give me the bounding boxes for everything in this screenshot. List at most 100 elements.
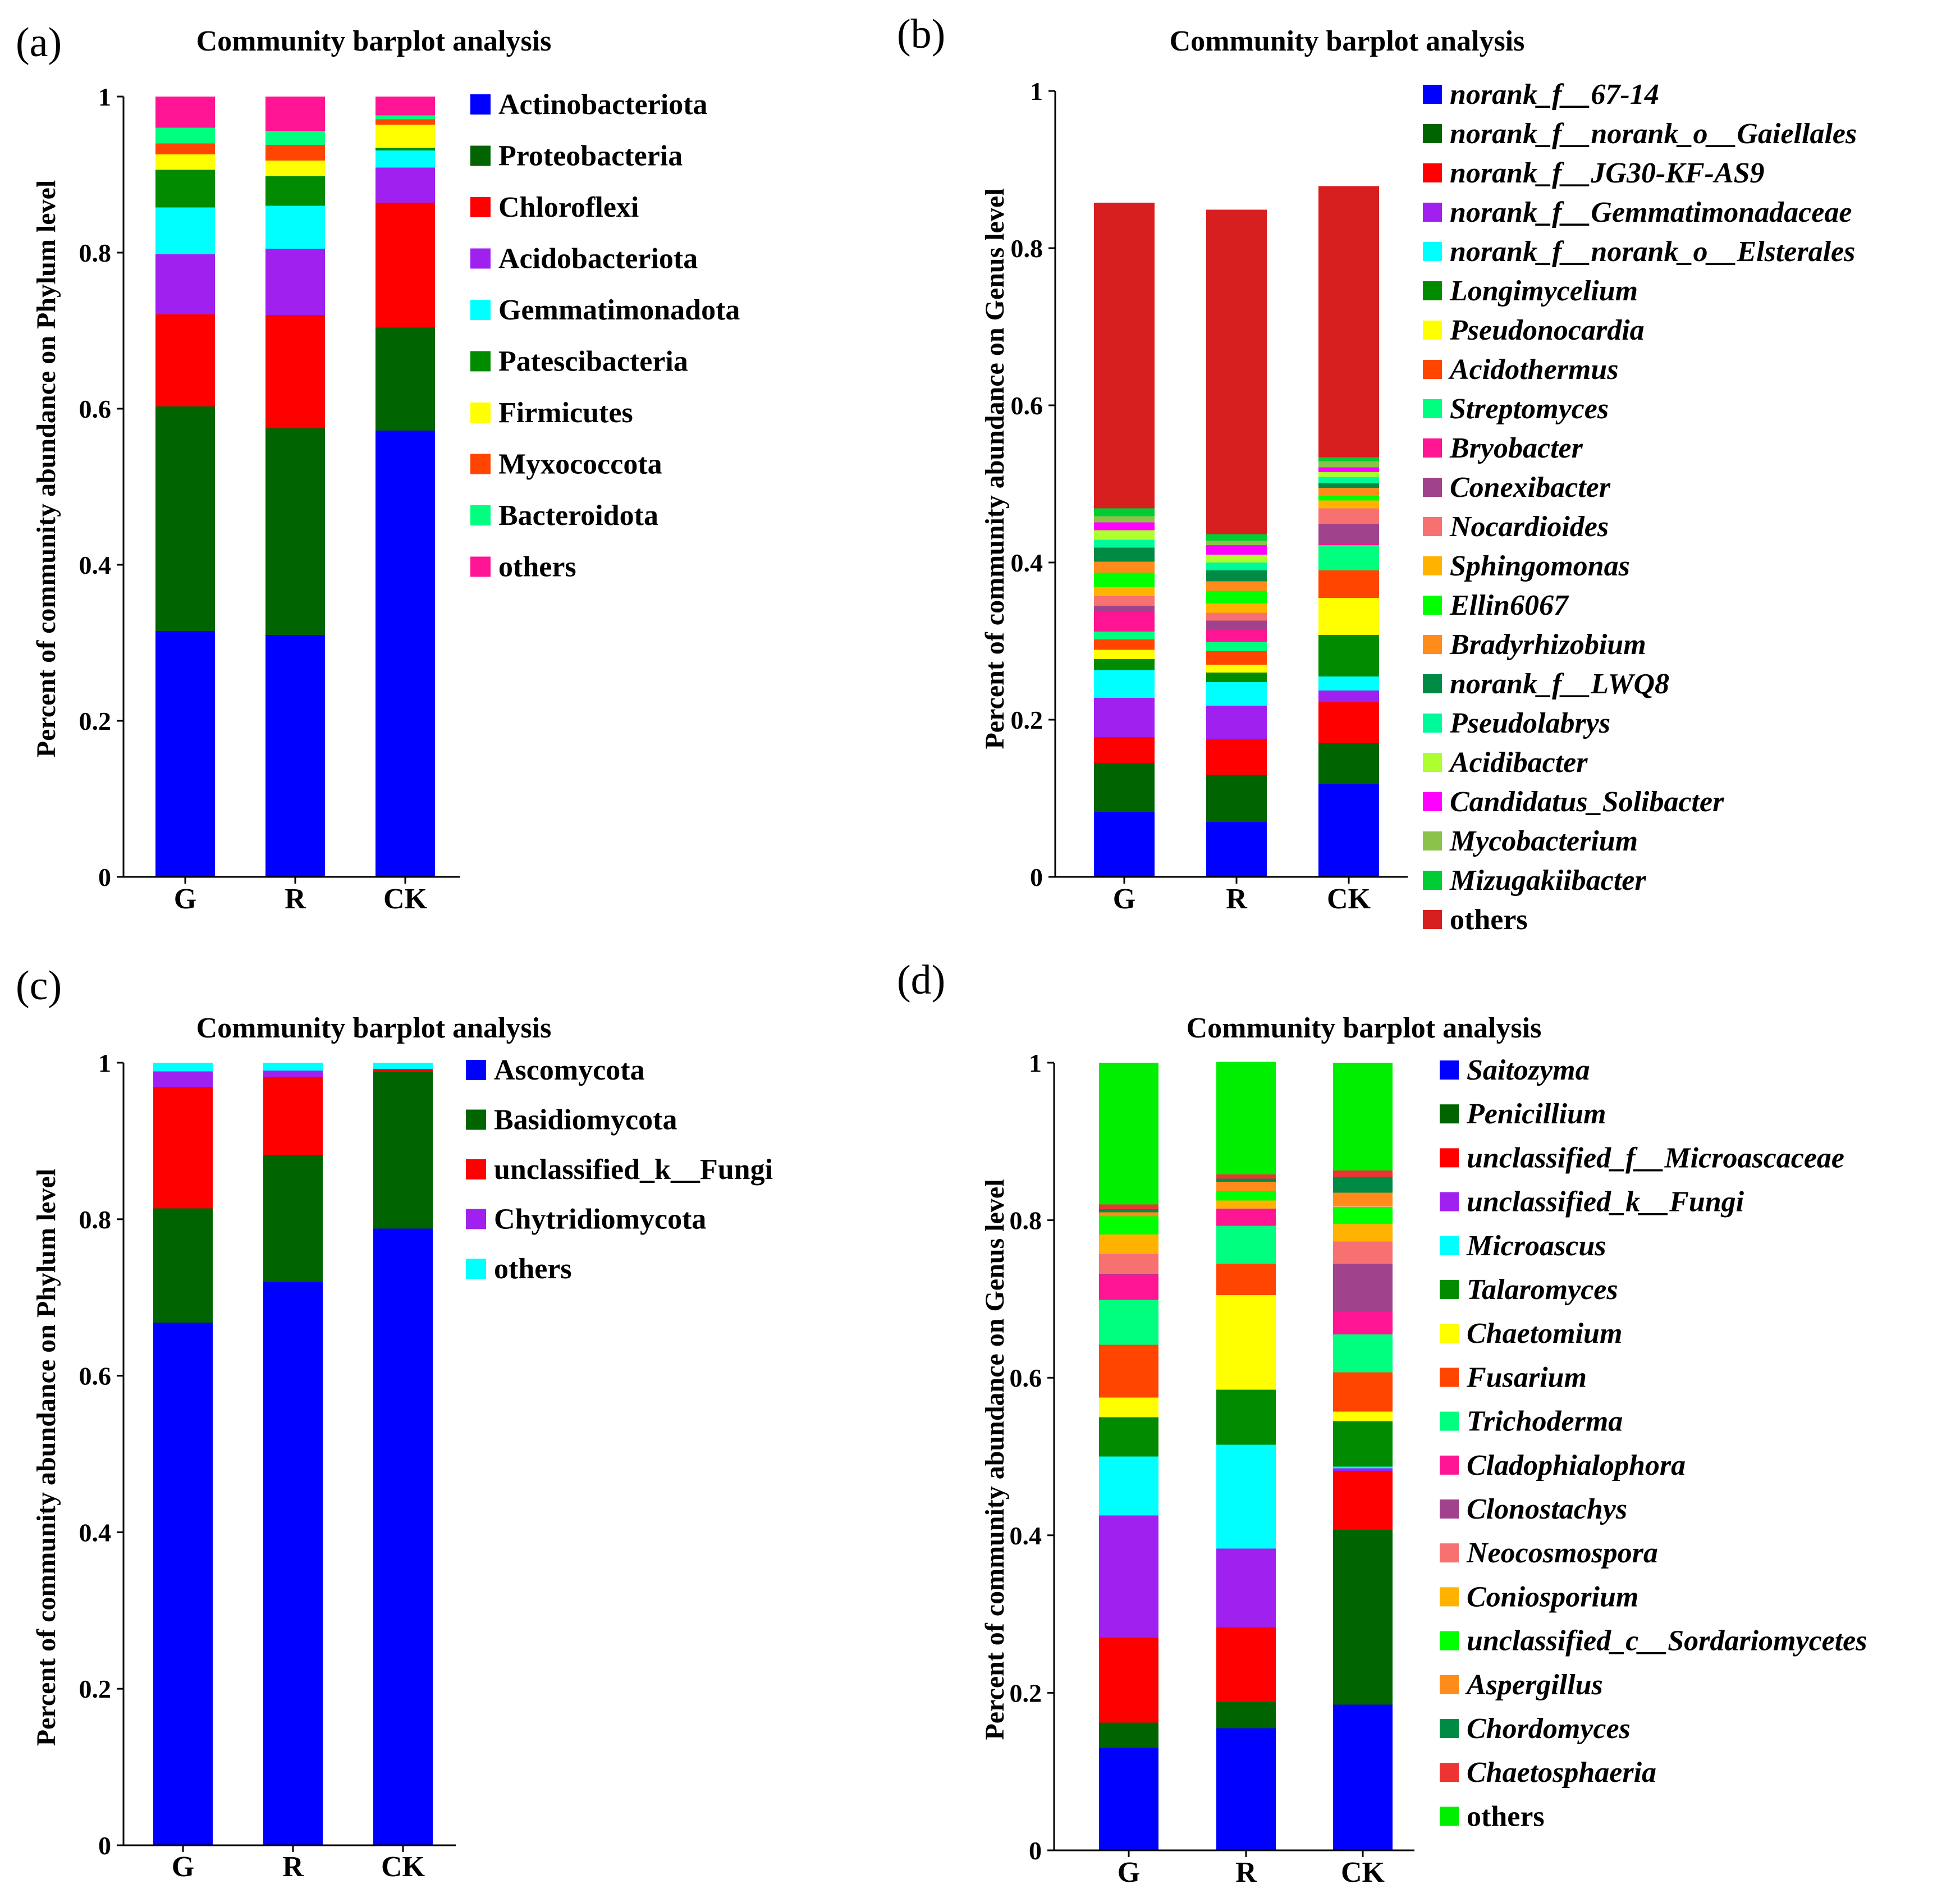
bar-segment-ck-proteobacteria bbox=[375, 327, 435, 431]
bar-segment-g-candidatus-solibacter bbox=[1094, 522, 1155, 531]
bar-segment-ck-cladophialophora bbox=[1333, 1310, 1393, 1335]
legend-label-unclassified-c-sordariomycetes: unclassified_c__Sordariomycetes bbox=[1467, 1625, 1867, 1657]
bar-segment-g-pseudolabrys bbox=[1094, 539, 1155, 548]
bar-segment-g-unclassified-k-fungi bbox=[153, 1087, 213, 1209]
bar-segment-ck-unclassified-c-sordariomycetes bbox=[1333, 1206, 1393, 1224]
legend-label-ascomycota: Ascomycota bbox=[494, 1054, 645, 1086]
legend-swatch-saitozyma bbox=[1440, 1060, 1459, 1080]
bar-segment-g-chaetosphaeria bbox=[1099, 1204, 1158, 1209]
y-tick-label: 0.2 bbox=[79, 1675, 112, 1703]
panel-a-title: Community barplot analysis bbox=[196, 25, 552, 57]
bar-segment-g-cladophialophora bbox=[1099, 1274, 1158, 1300]
x-category-label-r: R bbox=[282, 1851, 304, 1883]
legend-label-chordomyces: Chordomyces bbox=[1467, 1713, 1631, 1745]
x-category-label-ck: CK bbox=[1327, 883, 1371, 915]
bar-segment-ck-clonostachys bbox=[1333, 1263, 1393, 1311]
legend-swatch-norank-f-lwq8 bbox=[1423, 674, 1442, 693]
bar-segment-r-conexibacter bbox=[1206, 620, 1267, 630]
bar-segment-g-mizugakiibacter bbox=[1094, 508, 1155, 516]
bar-segment-ck-norank-f-67-14 bbox=[1318, 784, 1379, 877]
bar-segment-r-acidothermus bbox=[1206, 651, 1267, 665]
legend-label-penicillium: Penicillium bbox=[1466, 1098, 1606, 1130]
y-tick-label: 0.2 bbox=[1010, 1679, 1042, 1707]
legend-label-mycobacterium: Mycobacterium bbox=[1449, 825, 1638, 857]
bar-segment-g-gemmatimonadota bbox=[155, 207, 215, 254]
bar-segment-g-basidiomycota bbox=[153, 1208, 213, 1323]
bar-segment-g-microascus bbox=[1099, 1456, 1158, 1516]
x-category-label-g: G bbox=[1113, 883, 1135, 915]
legend-label-gemmatimonadota: Gemmatimonadota bbox=[498, 294, 740, 326]
legend-swatch-ascomycota bbox=[466, 1060, 486, 1080]
bar-segment-g-conexibacter bbox=[1094, 606, 1155, 612]
x-category-label-ck: CK bbox=[383, 883, 428, 915]
panel-c-legend: Ascomycota Basidiomycota unclassified_k__F… bbox=[466, 1054, 773, 1285]
legend-swatch-bradyrhizobium bbox=[1423, 635, 1442, 654]
bar-segment-ck-chaetosphaeria bbox=[1333, 1170, 1393, 1177]
panel-d-y-axis-label: Percent of community abundance on Genus … bbox=[980, 1179, 1010, 1740]
legend-swatch-norank-f-67-14 bbox=[1423, 85, 1442, 104]
bar-segment-g-chytridiomycota bbox=[153, 1071, 213, 1087]
bar-segment-ck-pseudolabrys bbox=[1318, 477, 1379, 483]
bar-segment-ck-coniosporium bbox=[1333, 1224, 1393, 1242]
legend-swatch-sphingomonas bbox=[1423, 556, 1442, 575]
bar-segment-ck-norank-f-lwq8 bbox=[1318, 483, 1379, 488]
legend-label-mizugakiibacter: Mizugakiibacter bbox=[1449, 865, 1646, 897]
bar-segment-r-myxococcota bbox=[265, 145, 325, 161]
legend-label-clonostachys: Clonostachys bbox=[1467, 1493, 1627, 1525]
bar-segment-r-clonostachys bbox=[1216, 1209, 1276, 1210]
bar-segment-r-firmicutes bbox=[265, 160, 325, 176]
bar-segment-ck-gemmatimonadota bbox=[375, 150, 435, 168]
panel-b-legend: norank_f__67-14 norank_f__norank_o__Gaiel… bbox=[1423, 79, 1857, 936]
legend-swatch-neocosmospora bbox=[1440, 1543, 1459, 1563]
legend-label-chytridiomycota: Chytridiomycota bbox=[494, 1204, 706, 1236]
bar-segment-g-neocosmospora bbox=[1099, 1254, 1158, 1274]
bar-segment-ck-actinobacteriota bbox=[375, 430, 435, 877]
bar-segment-g-others bbox=[1099, 1063, 1158, 1205]
legend-label-talaromyces: Talaromyces bbox=[1467, 1274, 1618, 1306]
bar-segment-r-basidiomycota bbox=[263, 1155, 323, 1282]
bar-segment-r-ascomycota bbox=[263, 1282, 323, 1845]
bar-segment-r-unclassified-c-sordariomycetes bbox=[1216, 1191, 1276, 1201]
bar-segment-r-norank-f-norank-o-elsterales bbox=[1206, 682, 1267, 706]
bar-segment-ck-saitozyma bbox=[1333, 1704, 1393, 1850]
bar-segment-r-pseudolabrys bbox=[1206, 563, 1267, 570]
bar-segment-r-cladophialophora bbox=[1216, 1210, 1276, 1226]
legend-swatch-chaetomium bbox=[1440, 1324, 1459, 1343]
panel-b: (b) Community barplot analysis Percent o… bbox=[897, 11, 1857, 936]
y-tick-label: 0.4 bbox=[1010, 1521, 1042, 1550]
bar-segment-r-mizugakiibacter bbox=[1206, 534, 1267, 541]
legend-swatch-conexibacter bbox=[1423, 478, 1442, 497]
y-tick-label: 0 bbox=[98, 1831, 111, 1860]
bar-segment-g-longimycelium bbox=[1094, 659, 1155, 670]
bar-segment-r-chaetosphaeria bbox=[1216, 1174, 1276, 1179]
bar-segment-r-microascus bbox=[1216, 1444, 1276, 1549]
bar-segment-r-gemmatimonadota bbox=[265, 205, 325, 249]
y-tick-label: 0.8 bbox=[1011, 234, 1043, 263]
bar-segment-g-ellin6067 bbox=[1094, 573, 1155, 587]
bar-segment-ck-bacteroidota bbox=[375, 115, 435, 120]
bar-segment-r-chaetomium bbox=[1216, 1295, 1276, 1390]
legend-swatch-unclassified-k-fungi bbox=[1440, 1192, 1459, 1211]
bar-segment-ck-unclassified-k-fungi bbox=[1333, 1468, 1393, 1471]
legend-swatch-fusarium bbox=[1440, 1368, 1459, 1387]
panel-b-plot-area: 0 0.2 0.4 0.6 0.8 1 G R CK bbox=[1011, 77, 1408, 915]
bar-segment-g-pseudonocardia bbox=[1094, 650, 1155, 660]
bar-segment-ck-unclassified-f-microascaceae bbox=[1333, 1470, 1393, 1530]
panel-a-plot-area: 0 0.2 0.4 0.6 0.8 1 G R CK bbox=[79, 83, 460, 915]
bar-segment-r-unclassified-k-fungi bbox=[1216, 1548, 1276, 1627]
legend-swatch-norank-f-gemmatimonadaceae bbox=[1423, 203, 1442, 222]
legend-label-unclassified-f-microascaceae: unclassified_f__Microascaceae bbox=[1467, 1142, 1844, 1174]
legend-swatch-unclassified-k-fungi bbox=[466, 1159, 486, 1179]
legend-label-chaetomium: Chaetomium bbox=[1467, 1318, 1622, 1350]
bar-segment-g-norank-f-67-14 bbox=[1094, 811, 1155, 877]
panel-b-title: Community barplot analysis bbox=[1170, 25, 1525, 57]
bar-segment-g-fusarium bbox=[1099, 1345, 1158, 1398]
legend-label-nocardioides: Nocardioides bbox=[1449, 511, 1609, 543]
legend-swatch-unclassified-c-sordariomycetes bbox=[1440, 1631, 1459, 1650]
legend-label-patescibacteria: Patescibacteria bbox=[498, 346, 688, 378]
legend-label-myxococcota: Myxococcota bbox=[498, 449, 662, 481]
bar-segment-r-nocardioides bbox=[1206, 612, 1267, 621]
bar-segment-g-norank-f-lwq8 bbox=[1094, 547, 1155, 562]
bar-segment-r-others bbox=[265, 97, 325, 131]
